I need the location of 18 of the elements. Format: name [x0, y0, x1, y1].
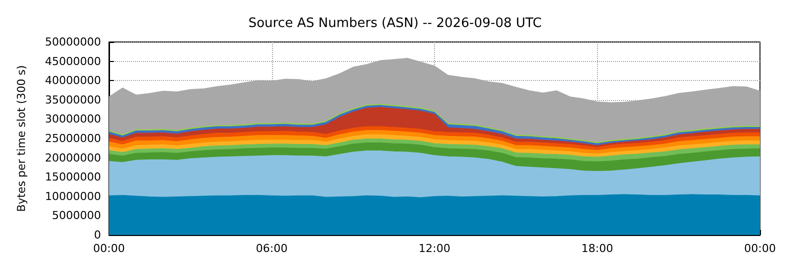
chart-title: Source AS Numbers (ASN) -- 2026-09-08 UTC — [248, 16, 542, 31]
y-tick-label: 40000000 — [45, 74, 101, 88]
x-tick-label: 12:00 — [418, 242, 450, 255]
y-tick-label: 35000000 — [45, 93, 101, 106]
y-tick-label: 20000000 — [45, 151, 101, 164]
y-axis-title: Bytes per time slot (300 s) — [15, 65, 28, 212]
y-tick-label: 15000000 — [45, 170, 101, 184]
y-tick-label: 25000000 — [45, 132, 101, 145]
y-tick-label: 0 — [94, 228, 101, 242]
x-tick-label: 00:00 — [744, 242, 776, 255]
y-tick-label: 30000000 — [45, 112, 101, 126]
x-tick-label: 18:00 — [581, 242, 614, 255]
y-tick-label: 45000000 — [45, 54, 101, 68]
x-tick-label: 00:00 — [93, 242, 125, 255]
x-tick-label: 06:00 — [256, 242, 288, 255]
y-tick-label: 10000000 — [45, 190, 101, 203]
y-tick-label: 50000000 — [45, 36, 101, 48]
y-tick-label: 5000000 — [52, 209, 101, 222]
